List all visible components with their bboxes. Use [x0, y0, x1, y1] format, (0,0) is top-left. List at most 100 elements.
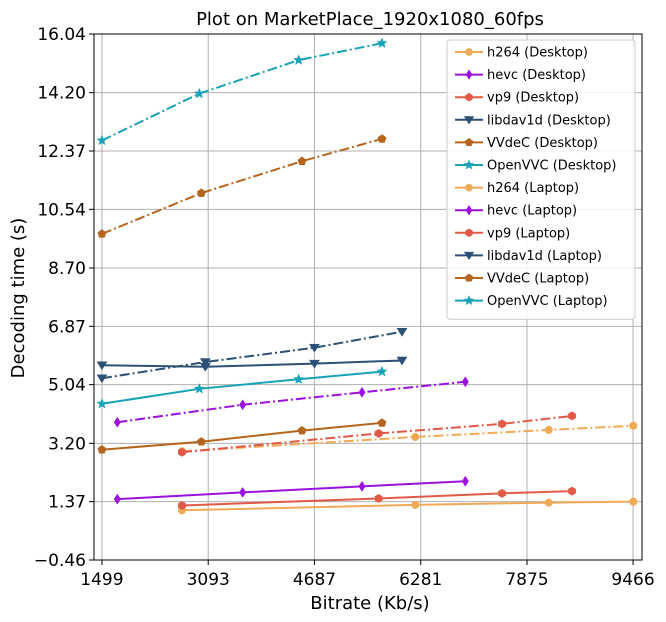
data-point — [293, 373, 305, 385]
series-hevc-desktop — [113, 475, 469, 505]
data-point — [376, 365, 388, 377]
legend-label: VVdeC (Desktop) — [487, 136, 598, 151]
y-tick-label: 8.70 — [48, 259, 86, 279]
series-vp9-desktop — [178, 486, 576, 510]
legend-marker — [465, 228, 473, 238]
y-tick-label: 10.54 — [37, 200, 86, 220]
legend-marker — [465, 69, 473, 80]
series-h264-laptop — [177, 421, 638, 456]
series-vp9-laptop — [178, 411, 576, 457]
data-point — [97, 229, 107, 238]
legend-marker — [465, 204, 473, 216]
legend-item: vp9 (Desktop) — [455, 91, 579, 106]
legend-label: hevc (Desktop) — [487, 68, 586, 83]
series-line — [101, 421, 383, 451]
x-tick-label: 1499 — [80, 570, 123, 590]
data-point — [297, 156, 307, 166]
series-line — [101, 330, 403, 380]
data-point — [629, 421, 638, 430]
legend-item: h264 (Desktop) — [455, 46, 588, 61]
series-libdav1d-desktop — [96, 356, 408, 372]
legend-label: VVdeC (Laptop) — [487, 272, 589, 287]
series-line — [117, 480, 466, 501]
legend-marker — [463, 251, 475, 261]
x-tick-label: 6281 — [399, 570, 442, 590]
data-point — [396, 356, 408, 366]
data-point — [377, 418, 387, 427]
legend-label: h264 (Laptop) — [487, 181, 579, 196]
legend-item: libdav1d (Laptop) — [455, 249, 602, 264]
legend-marker — [464, 273, 474, 282]
y-tick-label: 1.37 — [48, 493, 86, 513]
legend-label: OpenVVC (Laptop) — [487, 294, 608, 309]
y-tick-label: 5.04 — [48, 376, 86, 396]
data-point — [199, 358, 211, 368]
data-point — [96, 361, 108, 371]
legend-marker — [463, 294, 475, 306]
series-openvvc-desktop — [96, 365, 388, 409]
data-point — [96, 397, 108, 409]
x-tick-label: 9466 — [611, 570, 654, 590]
legend-item: vp9 (Laptop) — [455, 226, 570, 241]
legend-marker — [464, 137, 474, 147]
legend-item: hevc (Desktop) — [455, 68, 586, 83]
legend-marker — [465, 92, 473, 102]
legend-item: hevc (Laptop) — [455, 204, 577, 219]
data-point — [358, 386, 366, 398]
data-point — [178, 447, 186, 457]
x-tick-label: 3093 — [187, 570, 230, 590]
series-layer — [96, 37, 638, 515]
data-point — [96, 374, 108, 384]
y-tick-label: 3.20 — [48, 434, 86, 454]
y-tick-label: −0.46 — [34, 551, 86, 571]
series-line — [181, 500, 634, 512]
legend-label: h264 (Desktop) — [487, 46, 588, 61]
data-point — [376, 37, 388, 49]
data-point — [374, 428, 383, 438]
chart-title: Plot on MarketPlace_1920x1080_60fps — [196, 9, 544, 30]
data-point — [97, 444, 107, 454]
plot-frame — [93, 33, 643, 561]
data-point — [374, 493, 383, 503]
data-point — [411, 432, 420, 441]
legend-label: OpenVVC (Desktop) — [487, 159, 616, 174]
series-line — [117, 380, 466, 424]
data-point — [113, 416, 121, 428]
legend-marker — [463, 159, 475, 170]
series-h264-desktop — [177, 497, 638, 515]
data-point — [178, 501, 186, 510]
data-point — [377, 134, 387, 143]
legend-marker — [465, 48, 473, 56]
series-line — [101, 370, 383, 405]
series-line — [101, 42, 383, 142]
series-vvdec-laptop — [97, 134, 387, 238]
legend-label: vp9 (Laptop) — [487, 226, 570, 241]
data-point — [568, 486, 576, 496]
data-point — [396, 327, 408, 337]
series-libdav1d-laptop — [96, 327, 408, 384]
y-tick-label: 14.20 — [37, 84, 86, 104]
series-line — [181, 414, 573, 454]
data-point — [568, 411, 576, 421]
data-point — [193, 87, 205, 99]
data-point — [113, 493, 121, 505]
x-tick-label: 7875 — [505, 570, 548, 590]
data-point — [309, 359, 320, 369]
legend-item: VVdeC (Desktop) — [455, 136, 598, 151]
series-hevc-laptop — [113, 376, 469, 428]
data-point — [498, 419, 506, 429]
legend-item: OpenVVC (Laptop) — [455, 294, 608, 309]
series-vvdec-desktop — [97, 418, 387, 454]
data-point — [544, 425, 553, 434]
legend: h264 (Desktop) hevc (Desktop) vp9 (Desktop… — [446, 39, 636, 320]
series-line — [101, 137, 383, 235]
legend-label: libdav1d (Laptop) — [487, 249, 602, 264]
data-point — [196, 188, 206, 197]
data-point — [239, 399, 247, 411]
data-point — [544, 498, 553, 507]
legend-item: h264 (Laptop) — [455, 181, 579, 196]
y-tick-label: 16.04 — [37, 25, 86, 45]
legend-item: VVdeC (Laptop) — [455, 272, 589, 287]
x-axis-label: Bitrate (Kb/s) — [310, 593, 429, 614]
legend-item: libdav1d (Desktop) — [455, 113, 611, 128]
